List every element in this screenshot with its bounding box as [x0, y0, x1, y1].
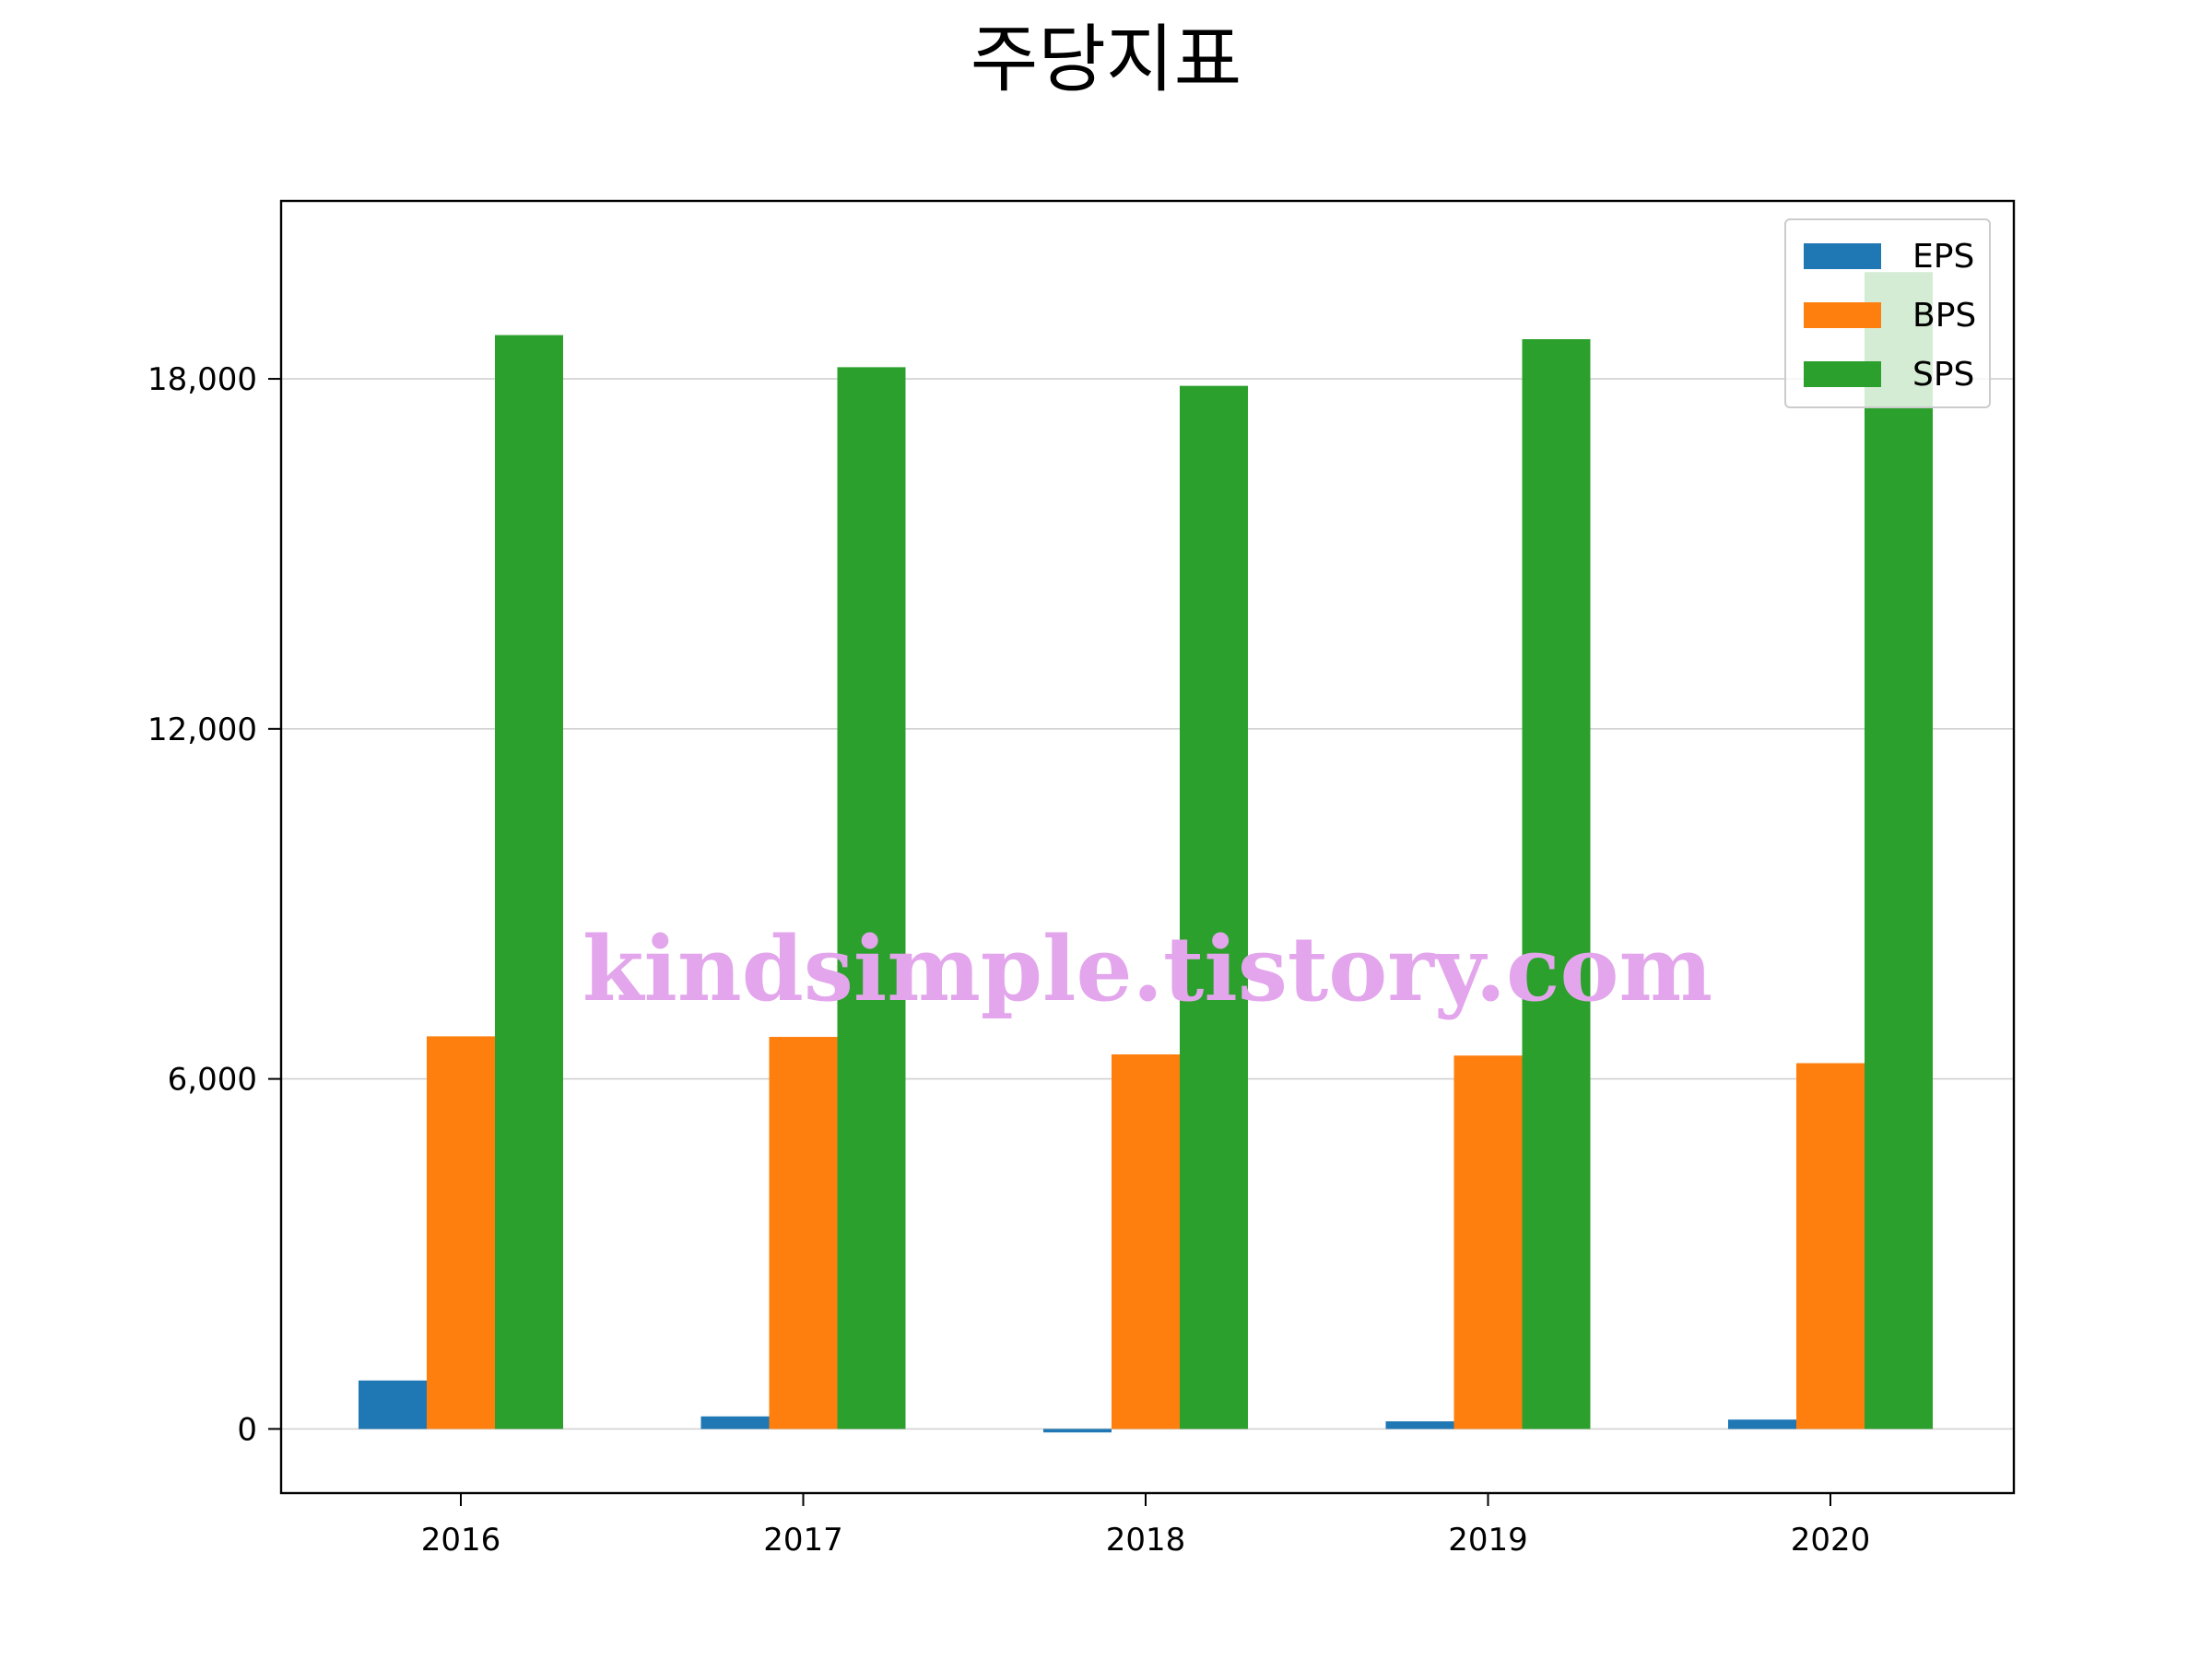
legend-swatch-sps — [1804, 361, 1881, 387]
x-tick-label: 2016 — [421, 1522, 501, 1559]
bar-eps-2018 — [1043, 1429, 1112, 1433]
bar-sps-2016 — [495, 335, 563, 1430]
bar-bps-2019 — [1453, 1055, 1523, 1430]
y-tick-label: 18,000 — [147, 361, 257, 398]
bar-sps-2019 — [1522, 339, 1591, 1430]
y-axis: 0 6,000 12,000 18,000 — [147, 361, 281, 1448]
legend-swatch-bps — [1804, 302, 1881, 328]
bar-sps-2020 — [1865, 272, 1933, 1430]
bar-eps-2019 — [1385, 1421, 1454, 1430]
bar-bps-2017 — [769, 1037, 838, 1430]
bar-sps-2018 — [1180, 385, 1248, 1430]
x-tick-label: 2019 — [1448, 1522, 1528, 1559]
bar-eps-2016 — [359, 1380, 427, 1430]
legend-label-bps: BPS — [1912, 297, 1976, 335]
y-tick-label: 12,000 — [147, 712, 257, 748]
legend-swatch-eps — [1804, 243, 1881, 269]
plot-frame — [279, 199, 2016, 1495]
x-axis: 2016 2017 2018 2019 2020 — [421, 1493, 1871, 1559]
legend: EPS BPS SPS — [1784, 218, 1991, 408]
bar-sps-2017 — [837, 367, 906, 1430]
bars — [359, 272, 1933, 1433]
watermark: kindsimple.tistory.com — [582, 917, 1712, 1021]
x-tick-label: 2020 — [1791, 1522, 1871, 1559]
legend-label-sps: SPS — [1912, 356, 1974, 394]
bar-eps-2020 — [1728, 1419, 1796, 1430]
bar-bps-2018 — [1112, 1054, 1180, 1430]
legend-label-eps: EPS — [1912, 238, 1974, 276]
bar-eps-2017 — [700, 1416, 770, 1430]
y-tick-label: 6,000 — [168, 1062, 257, 1099]
x-tick-label: 2017 — [763, 1522, 843, 1559]
bar-bps-2016 — [427, 1036, 495, 1430]
chart-title: 주당지표 — [971, 17, 1241, 102]
x-tick-label: 2018 — [1106, 1522, 1186, 1559]
y-tick-label: 0 — [237, 1411, 257, 1448]
bar-bps-2020 — [1796, 1063, 1865, 1430]
